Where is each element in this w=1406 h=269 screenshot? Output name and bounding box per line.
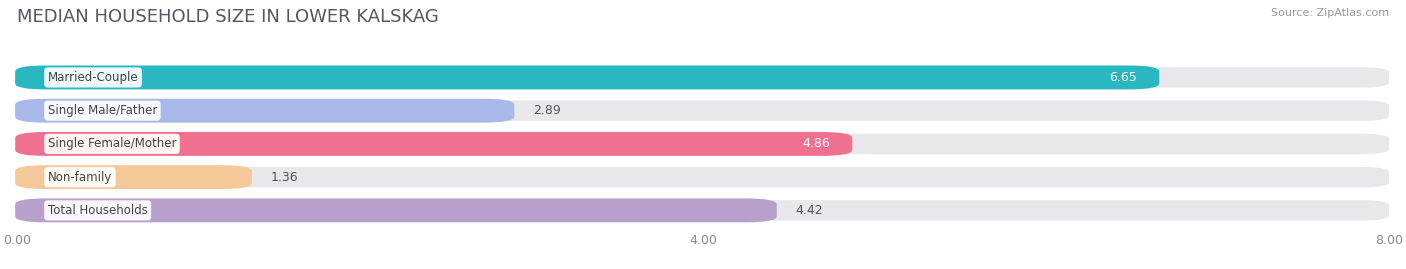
Text: Total Households: Total Households: [48, 204, 148, 217]
Text: MEDIAN HOUSEHOLD SIZE IN LOWER KALSKAG: MEDIAN HOUSEHOLD SIZE IN LOWER KALSKAG: [17, 8, 439, 26]
FancyBboxPatch shape: [15, 132, 1391, 156]
FancyBboxPatch shape: [15, 99, 1391, 123]
Text: Single Male/Father: Single Male/Father: [48, 104, 157, 117]
Text: Married-Couple: Married-Couple: [48, 71, 138, 84]
FancyBboxPatch shape: [15, 99, 515, 123]
Text: 2.89: 2.89: [533, 104, 561, 117]
Text: Single Female/Mother: Single Female/Mother: [48, 137, 176, 150]
Text: 4.86: 4.86: [803, 137, 830, 150]
Text: Non-family: Non-family: [48, 171, 112, 184]
Text: 4.42: 4.42: [796, 204, 824, 217]
Text: Source: ZipAtlas.com: Source: ZipAtlas.com: [1271, 8, 1389, 18]
Text: 1.36: 1.36: [271, 171, 298, 184]
FancyBboxPatch shape: [15, 132, 852, 156]
FancyBboxPatch shape: [15, 65, 1160, 89]
FancyBboxPatch shape: [15, 199, 776, 222]
FancyBboxPatch shape: [15, 65, 1391, 89]
Text: 6.65: 6.65: [1109, 71, 1137, 84]
FancyBboxPatch shape: [15, 165, 252, 189]
FancyBboxPatch shape: [15, 199, 1391, 222]
FancyBboxPatch shape: [15, 165, 1391, 189]
